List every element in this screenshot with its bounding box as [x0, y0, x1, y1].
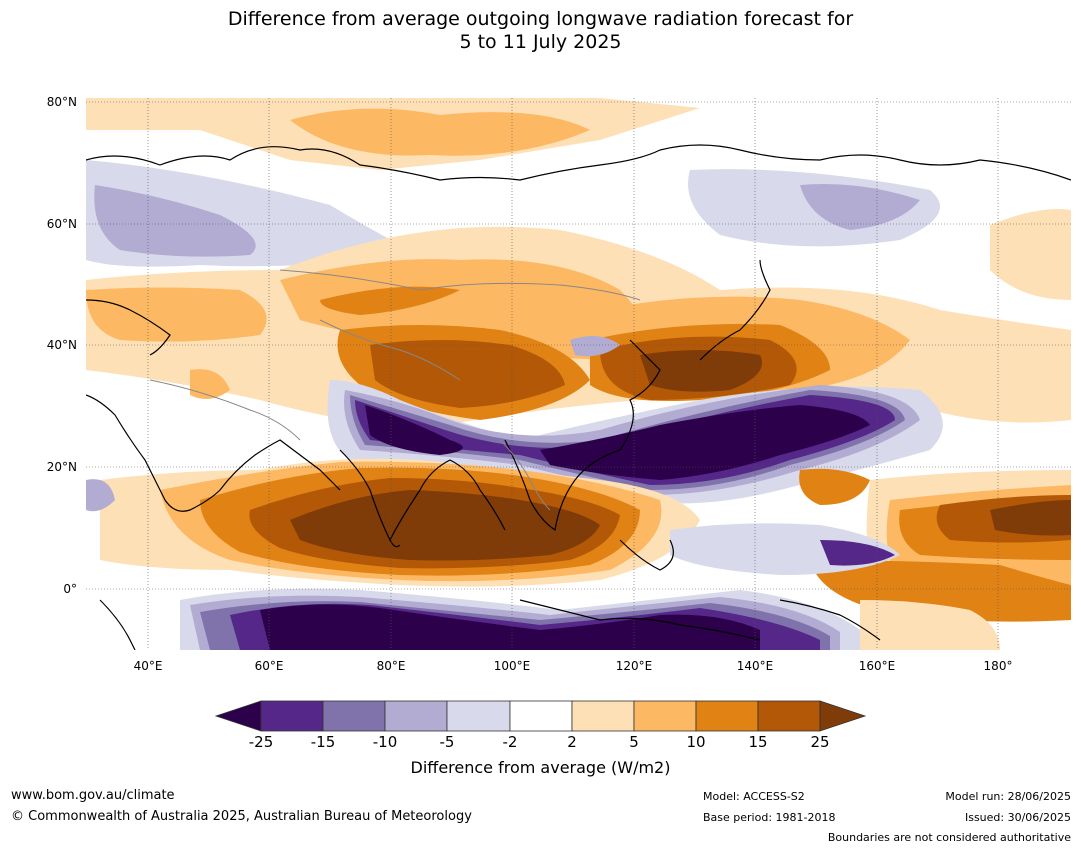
colorbar-bin: [322, 700, 386, 732]
lon-label-160e: 160°E: [858, 659, 896, 673]
coastline: [339, 449, 506, 542]
anomaly-patch: [260, 604, 760, 650]
colorbar-tick: 25: [810, 733, 830, 751]
colorbar-bin: [633, 700, 697, 732]
colorbar: [214, 700, 867, 732]
map-title: Difference from average outgoing longwav…: [0, 8, 1081, 54]
border: [319, 319, 461, 381]
anomaly-patch: [190, 369, 230, 399]
lon-label-180: 180°: [983, 659, 1013, 673]
colorbar-tick: -15: [310, 733, 336, 751]
colorbar-tick: 5: [629, 733, 639, 751]
anomaly-patch: [365, 405, 463, 455]
base-period-text: Base period: 1981-2018: [703, 811, 836, 824]
coastline: [86, 299, 171, 356]
colorbar-tick: 15: [748, 733, 768, 751]
anomaly-patch: [290, 490, 600, 561]
border: [149, 379, 301, 441]
graticule: [86, 98, 1071, 650]
model-text: Model: ACCESS-S2: [703, 790, 805, 803]
colorbar-bin: [757, 700, 821, 732]
anomaly-patch: [799, 468, 870, 505]
colorbar-bin: [260, 700, 324, 732]
coastline: [519, 599, 761, 641]
anomaly-patch: [290, 108, 590, 156]
title-line-2: 5 to 11 July 2025: [459, 31, 622, 53]
coastline: [389, 539, 401, 548]
anomaly-patch: [800, 184, 920, 230]
colorbar-tick: -2: [502, 733, 518, 751]
anomaly-patch: [86, 287, 267, 342]
anomaly-patch: [540, 405, 870, 480]
coastline: [619, 539, 674, 571]
issued-text: Issued: 30/06/2025: [964, 811, 1071, 824]
coastlines: [86, 144, 1071, 650]
coastline: [86, 394, 341, 512]
country-borders: [149, 269, 641, 511]
website-link[interactable]: www.bom.gov.au/climate: [11, 788, 175, 803]
anomaly-patch: [94, 185, 256, 257]
colorbar-bin: [509, 700, 573, 732]
colorbar-tick: -10: [372, 733, 398, 751]
lat-label-0: 0°: [63, 582, 77, 596]
colorbar-tick: 2: [567, 733, 577, 751]
border: [499, 439, 551, 511]
colorbar-bin: [384, 700, 448, 732]
border: [279, 269, 641, 301]
colorbar-extend-high: [819, 700, 867, 732]
anomaly-patch: [990, 500, 1071, 536]
colorbar-bin: [446, 700, 511, 732]
colorbar-tick: 10: [686, 733, 706, 751]
copyright-text: © Commonwealth of Australia 2025, Austra…: [11, 809, 472, 824]
coastline: [699, 259, 771, 361]
disclaimer-text: Boundaries are not considered authoritat…: [827, 831, 1071, 844]
anomaly-patch: [320, 286, 460, 315]
anomaly-patch: [86, 479, 115, 512]
coastline: [504, 339, 661, 532]
lat-label-20n: 20°N: [46, 460, 77, 474]
lat-label-40n: 40°N: [46, 338, 77, 352]
colorbar-bin: [571, 700, 635, 732]
anomaly-patch: [570, 336, 620, 357]
lon-label-80e: 80°E: [376, 659, 406, 673]
anomaly-patch: [990, 209, 1071, 300]
anomaly-patch: [860, 600, 1000, 650]
lat-label-80n: 80°N: [46, 95, 77, 109]
lon-label-140e: 140°E: [736, 659, 774, 673]
colorbar-tick: -25: [248, 733, 274, 751]
coastline: [99, 599, 136, 650]
coastline: [86, 144, 1071, 181]
anomaly-patch: [820, 540, 895, 566]
model-run-text: Model run: 28/06/2025: [945, 790, 1071, 803]
lon-label-40e: 40°E: [133, 659, 163, 673]
title-line-1: Difference from average outgoing longwav…: [227, 8, 854, 30]
lon-label-120e: 120°E: [615, 659, 653, 673]
colorbar-extend-low: [214, 700, 262, 732]
lon-label-100e: 100°E: [493, 659, 531, 673]
coastline: [779, 599, 881, 641]
anomaly-patch: [640, 350, 762, 392]
lon-label-60e: 60°E: [254, 659, 284, 673]
colorbar-tick: -5: [439, 733, 455, 751]
colorbar-bin: [695, 700, 759, 732]
colorbar-label: Difference from average (W/m2): [410, 758, 671, 777]
lat-label-60n: 60°N: [46, 217, 77, 231]
